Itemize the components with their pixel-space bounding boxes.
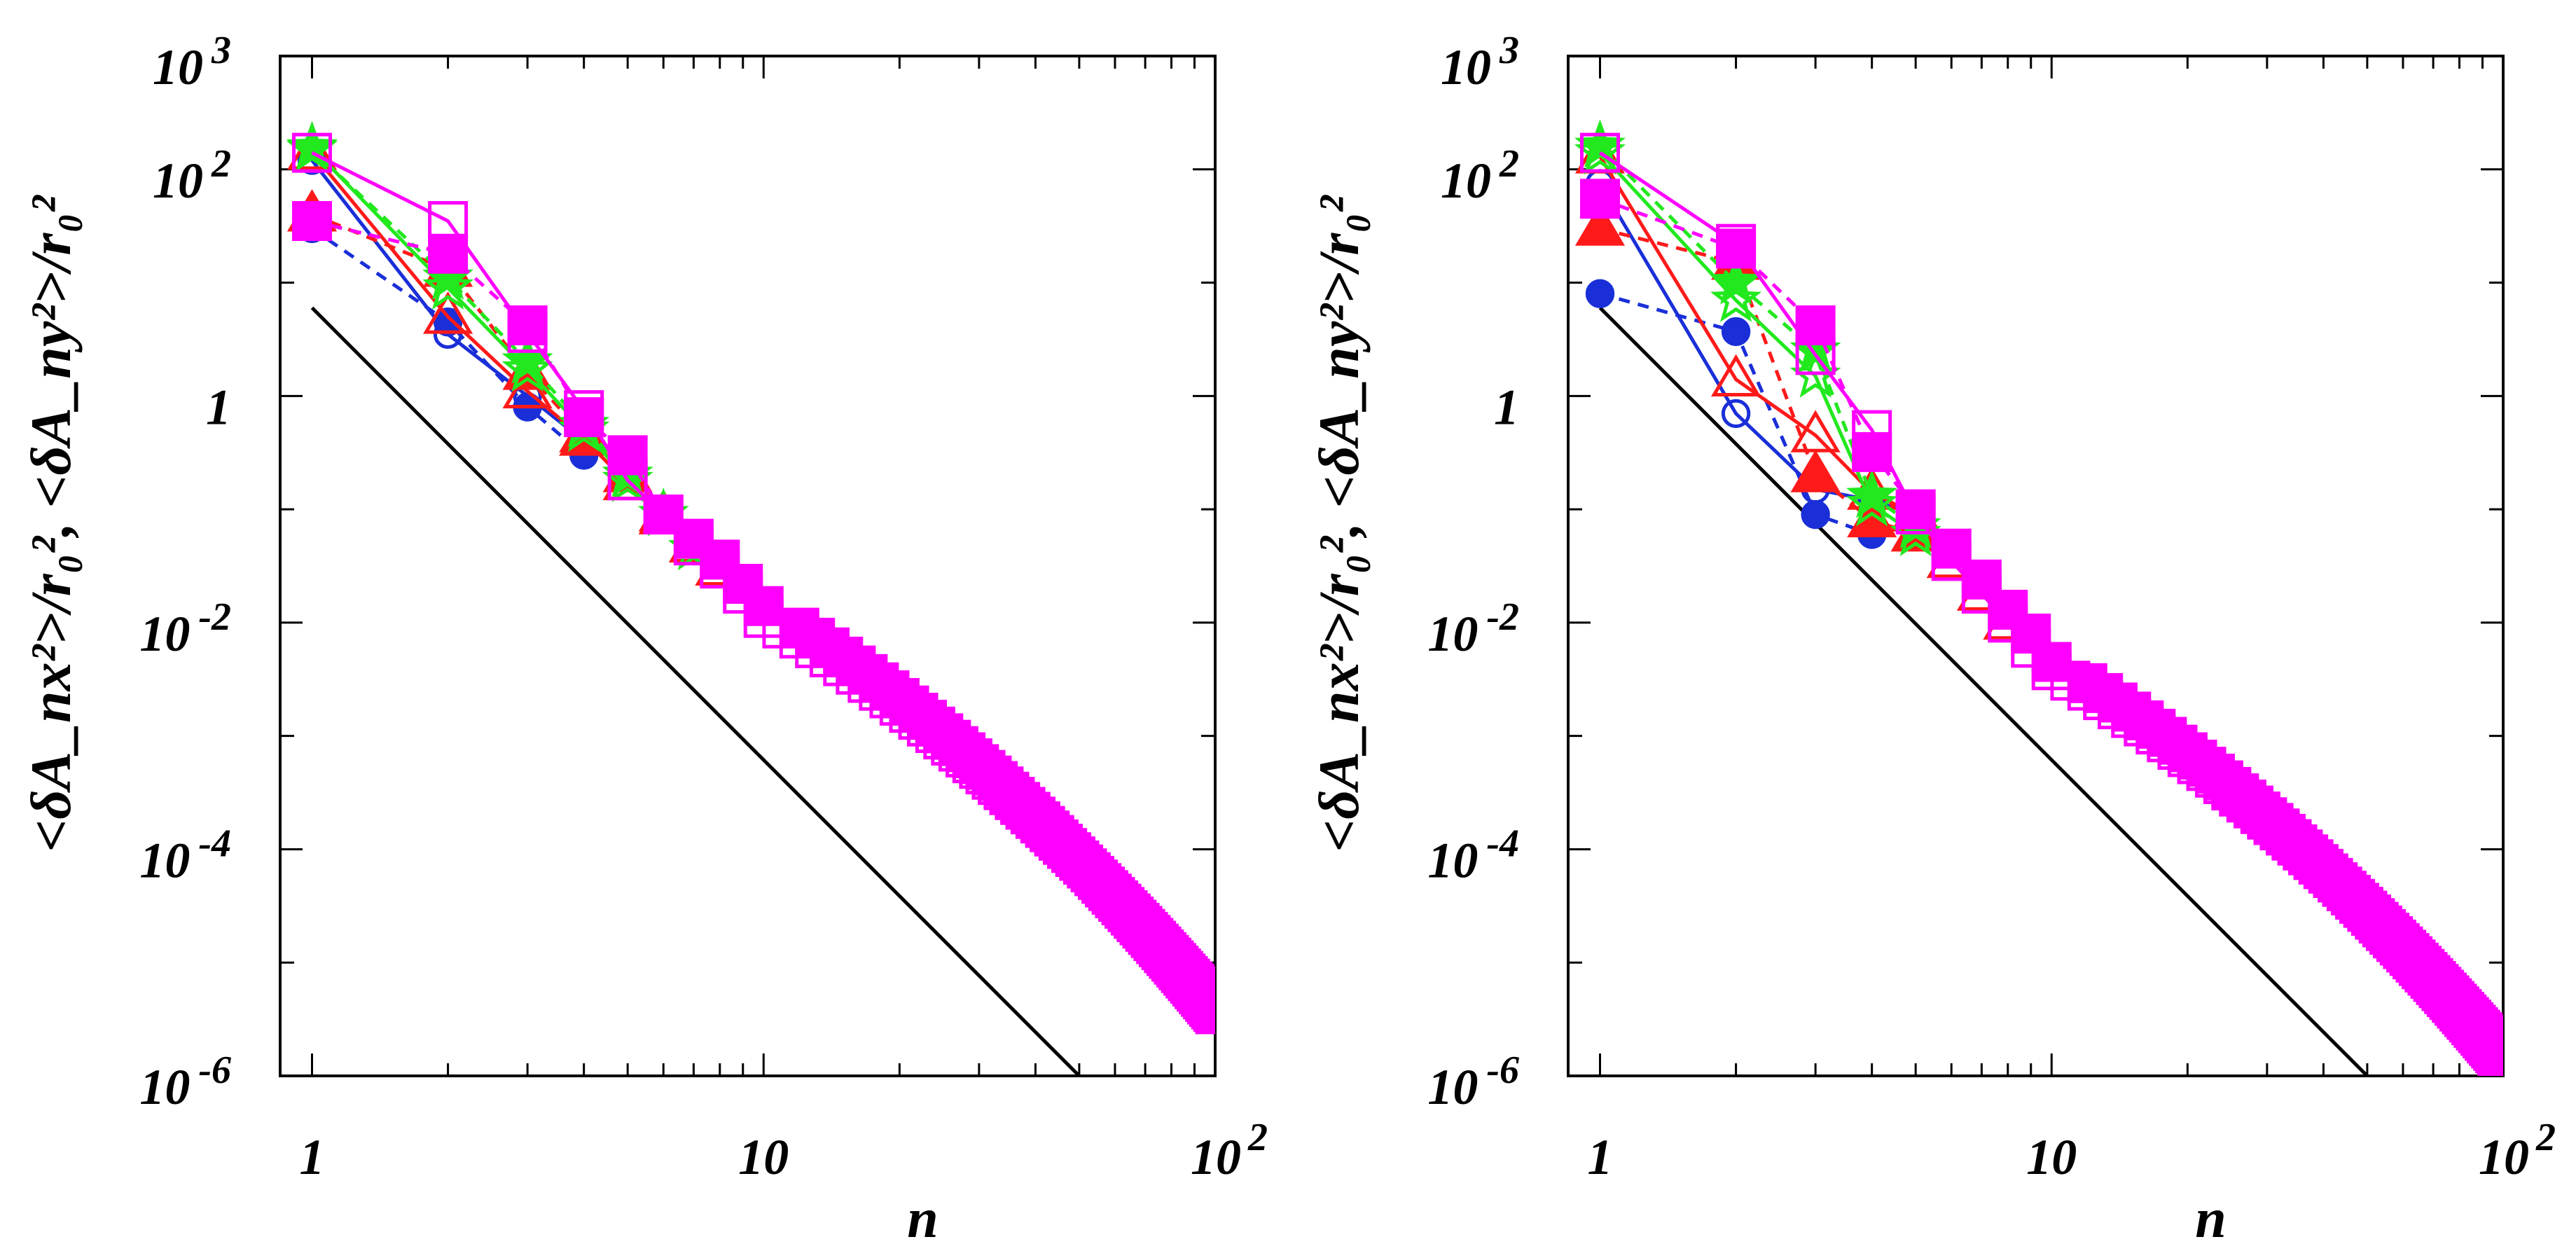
square-marker [292, 132, 333, 173]
star-marker [501, 343, 553, 392]
circle-marker [1585, 279, 1615, 308]
x-tick-label: 10 [738, 1129, 789, 1185]
star-marker [1710, 273, 1762, 322]
y-tick-label: 10 -2 [139, 595, 231, 662]
x-axis-label: n [2195, 1188, 2227, 1244]
square-marker [643, 495, 684, 535]
right-panel: 10 3 10 2 1 10 -2 10 -4 10 -6 1 10 10 2 n <δA_nx²>/r₀², … [1288, 0, 2576, 1244]
square-marker [564, 397, 604, 438]
y-tick-label: 1 [1494, 379, 1519, 435]
left-chart: 10 3 10 2 1 10 -2 10 -4 10 -6 1 10 10 2 n <δA_nx²>/r₀², … [19, 29, 1268, 1244]
star-marker [1574, 119, 1626, 168]
square-marker [2483, 1043, 2503, 1076]
square-marker [292, 201, 333, 242]
square-marker [428, 233, 469, 274]
circle-marker [1801, 499, 1830, 530]
reference-power-law-line [310, 306, 1081, 1077]
triangle-marker [1790, 450, 1841, 492]
circle-marker [1721, 399, 1751, 429]
x-tick-label: 1 [300, 1129, 325, 1185]
x-axis-label: n [907, 1188, 939, 1244]
square-marker [1795, 305, 1836, 346]
y-axis-label: <δA_nx²>/r₀², <δA_ny²>/r₀² [19, 195, 83, 852]
plot-area [286, 120, 1215, 1035]
y-tick-label: 10 -4 [1427, 822, 1519, 888]
square-marker [1580, 179, 1621, 219]
right-chart: 10 3 10 2 1 10 -2 10 -4 10 -6 1 10 10 2 n <δA_nx²>/r₀², … [1307, 29, 2556, 1244]
star-marker [1789, 349, 1841, 398]
left-panel: 10 3 10 2 1 10 -2 10 -4 10 -6 1 10 10 2 n <δA_nx²>/r₀², … [19, 29, 1268, 1244]
circle-marker [1721, 317, 1751, 347]
square-marker [1895, 489, 1936, 530]
y-tick-label: 10 2 [1441, 142, 1519, 209]
x-tick-label: 10 2 [1191, 1116, 1268, 1185]
square-marker [2031, 642, 2072, 682]
star-marker [1846, 469, 1898, 518]
star-marker [1846, 478, 1898, 527]
square-marker [1852, 431, 1892, 472]
star-marker [1710, 256, 1762, 305]
triangle-marker [1711, 354, 1761, 397]
y-tick-label: 10 -4 [139, 822, 231, 888]
square-marker [1716, 228, 1757, 269]
y-axis-label: <δA_nx²>/r₀², <δA_ny²>/r₀² [1307, 195, 1371, 852]
y-tick-label: 10 3 [1441, 29, 1519, 95]
square-marker [607, 435, 648, 476]
y-tick-label: 10 3 [153, 29, 231, 95]
circle-marker [433, 307, 463, 337]
triangle-marker [1574, 203, 1626, 246]
square-marker [743, 586, 784, 626]
x-tick-label: 10 [2026, 1129, 2077, 1185]
triangle-marker [423, 291, 473, 334]
series-line [311, 227, 586, 457]
x-tick-label: 10 2 [2479, 1116, 2556, 1185]
y-tick-label: 10 -6 [139, 1049, 231, 1115]
plot-area [1574, 119, 2503, 1076]
plot-frame [279, 55, 1217, 1077]
plot-frame [1567, 55, 2505, 1077]
x-tick-label: 1 [1588, 1129, 1613, 1185]
star-marker [1574, 125, 1626, 175]
square-marker [1195, 994, 1215, 1035]
y-tick-label: 1 [206, 379, 231, 435]
star-marker [286, 122, 338, 172]
star-marker [422, 261, 474, 310]
square-marker [1580, 132, 1621, 173]
reference-power-law-line [1598, 306, 2369, 1077]
y-tick-label: 10 -2 [1427, 595, 1519, 662]
y-tick-label: 10 -6 [1427, 1049, 1519, 1115]
y-tick-label: 10 2 [153, 142, 231, 209]
square-marker [507, 305, 548, 346]
series-line [311, 212, 665, 516]
